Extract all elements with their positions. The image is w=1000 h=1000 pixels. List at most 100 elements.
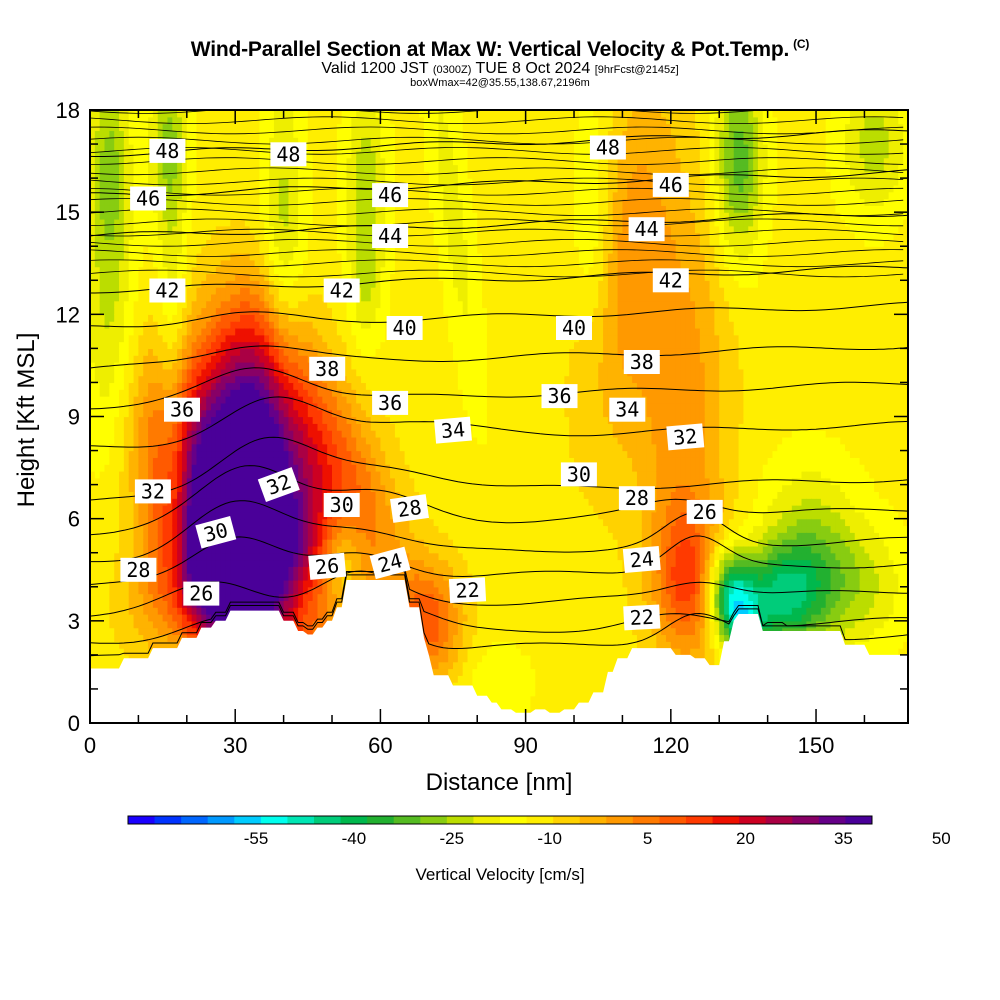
velocity-cell	[293, 382, 299, 390]
velocity-cell	[99, 573, 106, 581]
velocity-cell	[128, 396, 135, 404]
velocity-cell	[312, 232, 319, 241]
velocity-cell	[123, 205, 130, 213]
velocity-cell	[351, 157, 357, 166]
velocity-cell	[157, 552, 164, 561]
velocity-cell	[138, 123, 144, 132]
velocity-cell	[288, 334, 294, 343]
velocity-cell	[254, 573, 261, 581]
velocity-cell	[90, 171, 96, 179]
velocity-cell	[259, 280, 265, 288]
velocity-cell	[186, 198, 193, 206]
velocity-cell	[283, 573, 290, 581]
velocity-cell	[346, 362, 352, 370]
velocity-cell	[312, 539, 319, 547]
velocity-cell	[269, 586, 275, 595]
velocity-cell	[109, 280, 115, 288]
velocity-cell	[143, 416, 149, 424]
velocity-cell	[332, 300, 338, 309]
velocity-cell	[230, 545, 236, 554]
velocity-cell	[119, 484, 125, 493]
velocity-cell	[351, 402, 357, 411]
velocity-cell	[177, 300, 183, 309]
velocity-cell	[346, 314, 352, 322]
velocity-cell	[302, 239, 309, 247]
velocity-cell	[172, 491, 178, 499]
velocity-cell	[186, 130, 193, 138]
velocity-cell	[167, 525, 173, 533]
velocity-cell	[191, 123, 198, 132]
velocity-cell	[109, 110, 115, 118]
velocity-cell	[264, 362, 270, 370]
velocity-cell	[269, 184, 275, 193]
velocity-cell	[240, 586, 246, 595]
velocity-cell	[196, 430, 202, 438]
velocity-cell	[307, 205, 314, 213]
velocity-cell	[201, 341, 207, 349]
velocity-cell	[201, 334, 207, 343]
velocity-cell	[167, 559, 173, 567]
velocity-cell	[114, 402, 120, 411]
velocity-cell	[302, 253, 309, 261]
velocity-cell	[298, 368, 304, 377]
velocity-cell	[162, 389, 169, 397]
velocity-cell	[298, 484, 304, 493]
velocity-cell	[225, 341, 231, 349]
velocity-cell	[278, 559, 285, 567]
velocity-cell	[128, 144, 135, 152]
velocity-cell	[327, 586, 333, 595]
velocity-cell	[327, 307, 333, 315]
velocity-cell	[220, 253, 227, 261]
velocity-cell	[152, 389, 159, 397]
velocity-cell	[273, 273, 280, 281]
velocity-cell	[346, 116, 352, 125]
velocity-cell	[99, 225, 106, 234]
velocity-cell	[138, 525, 144, 533]
velocity-cell	[90, 532, 96, 540]
velocity-cell	[293, 110, 299, 118]
velocity-cell	[157, 273, 164, 281]
velocity-cell	[215, 232, 222, 241]
velocity-cell	[273, 198, 280, 206]
velocity-cell	[249, 396, 256, 404]
velocity-cell	[162, 253, 169, 261]
velocity-cell	[211, 259, 217, 268]
velocity-cell	[240, 239, 246, 247]
velocity-cell	[196, 375, 202, 384]
velocity-cell	[346, 477, 352, 486]
velocity-cell	[278, 246, 285, 254]
velocity-cell	[211, 396, 217, 404]
velocity-cell	[114, 110, 120, 118]
velocity-cell	[230, 171, 236, 179]
velocity-cell	[177, 382, 183, 390]
velocity-cell	[196, 273, 202, 281]
velocity-cell	[167, 375, 173, 384]
velocity-cell	[230, 232, 236, 241]
velocity-cell	[90, 450, 96, 458]
velocity-cell	[94, 423, 101, 431]
velocity-cell	[273, 586, 280, 595]
velocity-cell	[123, 416, 130, 424]
velocity-cell	[94, 144, 101, 152]
velocity-cell	[356, 484, 362, 493]
velocity-cell	[167, 341, 173, 349]
velocity-cell	[322, 164, 328, 172]
velocity-cell	[201, 498, 207, 506]
velocity-cell	[114, 423, 120, 431]
velocity-cell	[201, 614, 207, 622]
velocity-cell	[114, 300, 120, 309]
velocity-cell	[186, 157, 193, 166]
velocity-cell	[172, 130, 178, 138]
velocity-cell	[312, 620, 319, 629]
velocity-cell	[196, 382, 202, 390]
velocity-cell	[94, 505, 101, 513]
velocity-cell	[302, 600, 309, 608]
velocity-cell	[225, 198, 231, 206]
velocity-cell	[152, 593, 159, 601]
velocity-cell	[181, 505, 188, 513]
velocity-cell	[148, 232, 154, 241]
velocity-cell	[152, 334, 159, 343]
velocity-cell	[133, 641, 139, 649]
velocity-cell	[298, 620, 304, 629]
velocity-cell	[240, 464, 246, 472]
